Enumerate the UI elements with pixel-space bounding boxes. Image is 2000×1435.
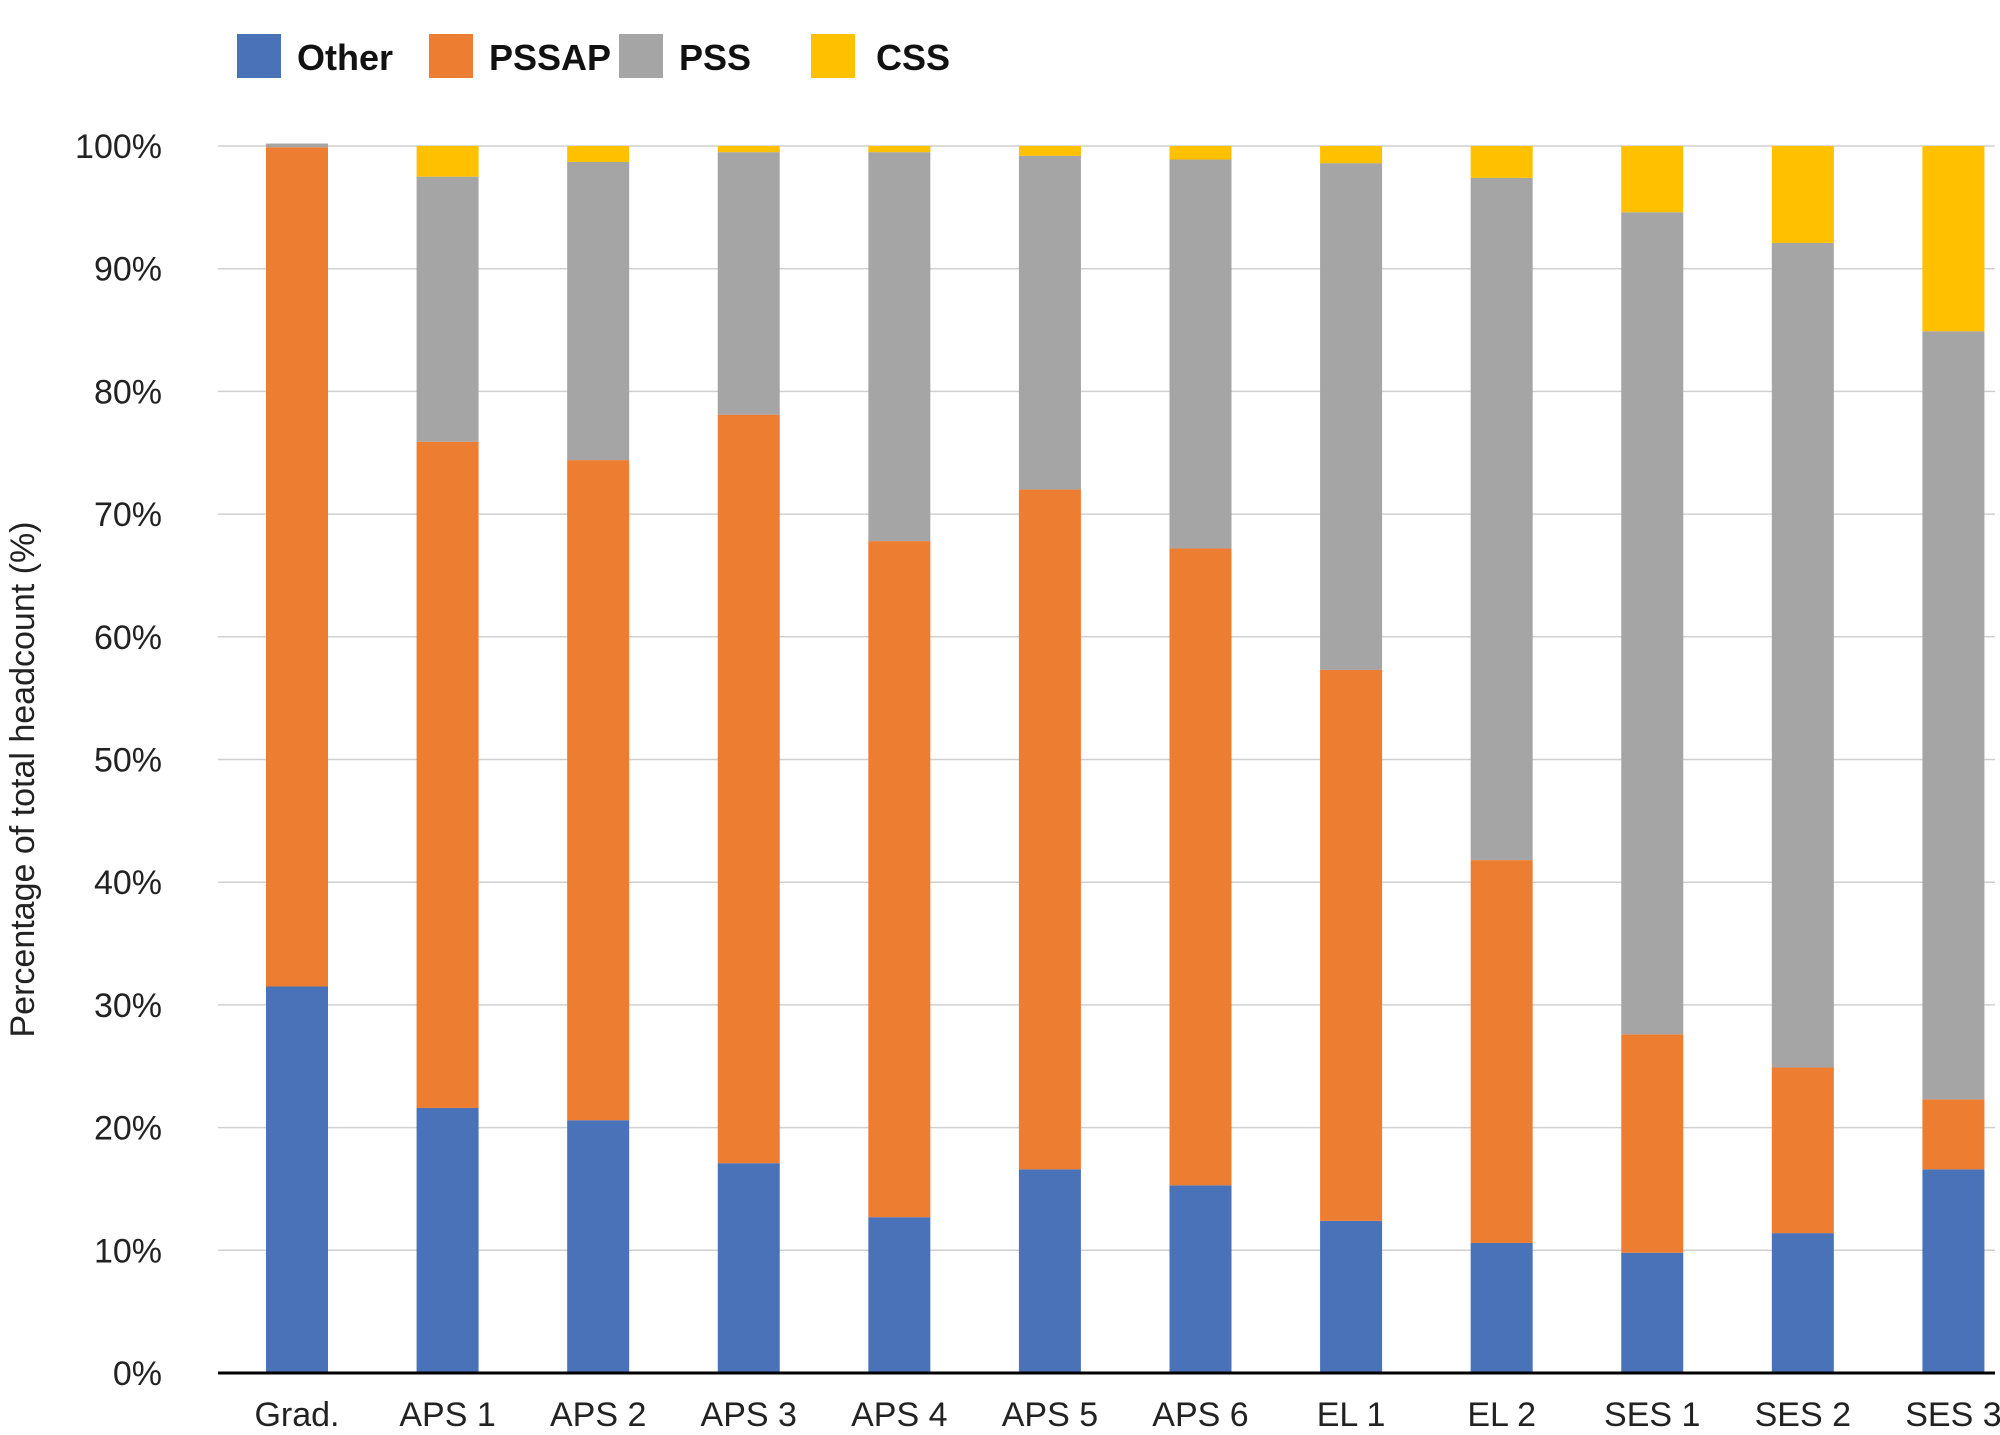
bar-stack-7	[1320, 146, 1383, 1373]
x-category-label: Grad.	[254, 1396, 339, 1434]
bar-stack-11	[1922, 146, 1985, 1373]
bar-other-3	[717, 1163, 780, 1373]
legend-label-pssap: PSSAP	[489, 37, 611, 78]
bar-other-8	[1470, 1242, 1533, 1373]
bar-css-4	[868, 146, 931, 153]
bar-other-7	[1320, 1220, 1383, 1373]
gridlines	[218, 145, 1995, 1252]
y-axis-ticks: 0% 10% 20% 30% 40% 50% 60% 70% 80% 90% 100%	[75, 128, 162, 1393]
bar-other-6	[1169, 1185, 1232, 1373]
bar-pss-10	[1771, 242, 1834, 1068]
bar-css-7	[1320, 146, 1383, 164]
bar-other-9	[1621, 1252, 1684, 1373]
bar-pssap-11	[1922, 1099, 1985, 1170]
y-tick-label: 80%	[94, 373, 162, 411]
bar-other-5	[1018, 1169, 1081, 1373]
y-tick-label: 70%	[94, 496, 162, 534]
bar-css-6	[1169, 146, 1232, 160]
bar-stack-2	[567, 146, 630, 1373]
bar-other-10	[1771, 1233, 1834, 1373]
bar-pssap-9	[1621, 1034, 1684, 1253]
bar-other-4	[868, 1217, 931, 1373]
y-tick-label: 60%	[94, 619, 162, 657]
x-category-label: SES 1	[1604, 1396, 1700, 1434]
bar-stack-6	[1169, 146, 1232, 1373]
bar-pss-11	[1922, 331, 1985, 1100]
bar-pssap-7	[1320, 669, 1383, 1221]
x-category-label: APS 4	[851, 1396, 947, 1434]
bar-pssap-0	[266, 147, 328, 987]
y-tick-label: 100%	[75, 128, 162, 166]
y-tick-label: 90%	[94, 251, 162, 289]
legend-swatch-other	[237, 34, 281, 78]
bar-css-10	[1771, 146, 1834, 243]
bar-pssap-10	[1771, 1067, 1834, 1234]
bar-pss-9	[1621, 212, 1684, 1035]
bar-pssap-5	[1018, 489, 1081, 1170]
legend: Other PSSAP PSS CSS	[237, 34, 950, 78]
bar-stack-4	[868, 146, 931, 1373]
legend-swatch-css	[811, 34, 855, 78]
bar-pssap-6	[1169, 548, 1232, 1186]
bar-stack-0	[266, 143, 328, 1373]
bar-stack-10	[1771, 146, 1834, 1373]
bar-pssap-3	[717, 414, 780, 1164]
y-tick-label: 50%	[94, 742, 162, 780]
bar-css-3	[717, 146, 780, 153]
legend-swatch-pssap	[429, 34, 473, 78]
bar-pssap-1	[416, 441, 479, 1108]
x-category-label: APS 2	[550, 1396, 646, 1434]
bar-css-8	[1470, 146, 1533, 178]
x-category-label: APS 3	[701, 1396, 797, 1434]
bar-css-11	[1922, 146, 1985, 332]
bar-pss-1	[416, 176, 479, 442]
bar-pssap-4	[868, 541, 931, 1218]
y-tick-label: 20%	[94, 1110, 162, 1148]
x-axis-categories: Grad. APS 1 APS 2 APS 3 APS 4 APS 5 APS 6 EL 1 E…	[254, 1396, 2000, 1434]
y-tick-label: 0%	[113, 1355, 162, 1393]
bar-stack-5	[1018, 146, 1081, 1373]
x-category-label: EL 1	[1317, 1396, 1386, 1434]
bars	[266, 143, 1985, 1373]
bar-pss-0	[266, 143, 328, 148]
bar-pss-6	[1169, 159, 1232, 549]
bar-pss-2	[567, 161, 630, 461]
bar-pss-3	[717, 152, 780, 415]
x-category-label: SES 2	[1755, 1396, 1851, 1434]
bar-css-9	[1621, 146, 1684, 213]
bar-css-5	[1018, 146, 1081, 156]
bar-other-1	[416, 1107, 479, 1373]
bar-stack-1	[416, 146, 479, 1373]
legend-label-pss: PSS	[679, 37, 751, 78]
legend-swatch-pss	[619, 34, 663, 78]
x-category-label: APS 1	[399, 1396, 495, 1434]
bar-pss-7	[1320, 163, 1383, 670]
y-axis-title: Percentage of total headcount (%)	[4, 522, 42, 1038]
y-tick-label: 10%	[94, 1232, 162, 1270]
bar-stack-3	[717, 146, 780, 1373]
bar-stack-9	[1621, 146, 1684, 1373]
legend-label-css: CSS	[876, 37, 950, 78]
x-category-label: APS 5	[1002, 1396, 1098, 1434]
bar-pss-4	[868, 152, 931, 542]
bar-css-1	[416, 146, 479, 177]
bar-pss-5	[1018, 155, 1081, 490]
legend-label-other: Other	[297, 37, 393, 78]
bar-pssap-2	[567, 460, 630, 1121]
x-category-label: SES 3	[1905, 1396, 2000, 1434]
bar-stack-8	[1470, 146, 1533, 1373]
y-tick-label: 30%	[94, 987, 162, 1025]
y-tick-label: 40%	[94, 864, 162, 902]
bar-pss-8	[1470, 177, 1533, 861]
bar-other-0	[266, 986, 328, 1373]
bar-other-2	[567, 1120, 630, 1373]
bar-pssap-8	[1470, 860, 1533, 1243]
x-category-label: EL 2	[1467, 1396, 1536, 1434]
x-category-label: APS 6	[1152, 1396, 1248, 1434]
bar-other-11	[1922, 1169, 1985, 1373]
bar-css-2	[567, 146, 630, 162]
